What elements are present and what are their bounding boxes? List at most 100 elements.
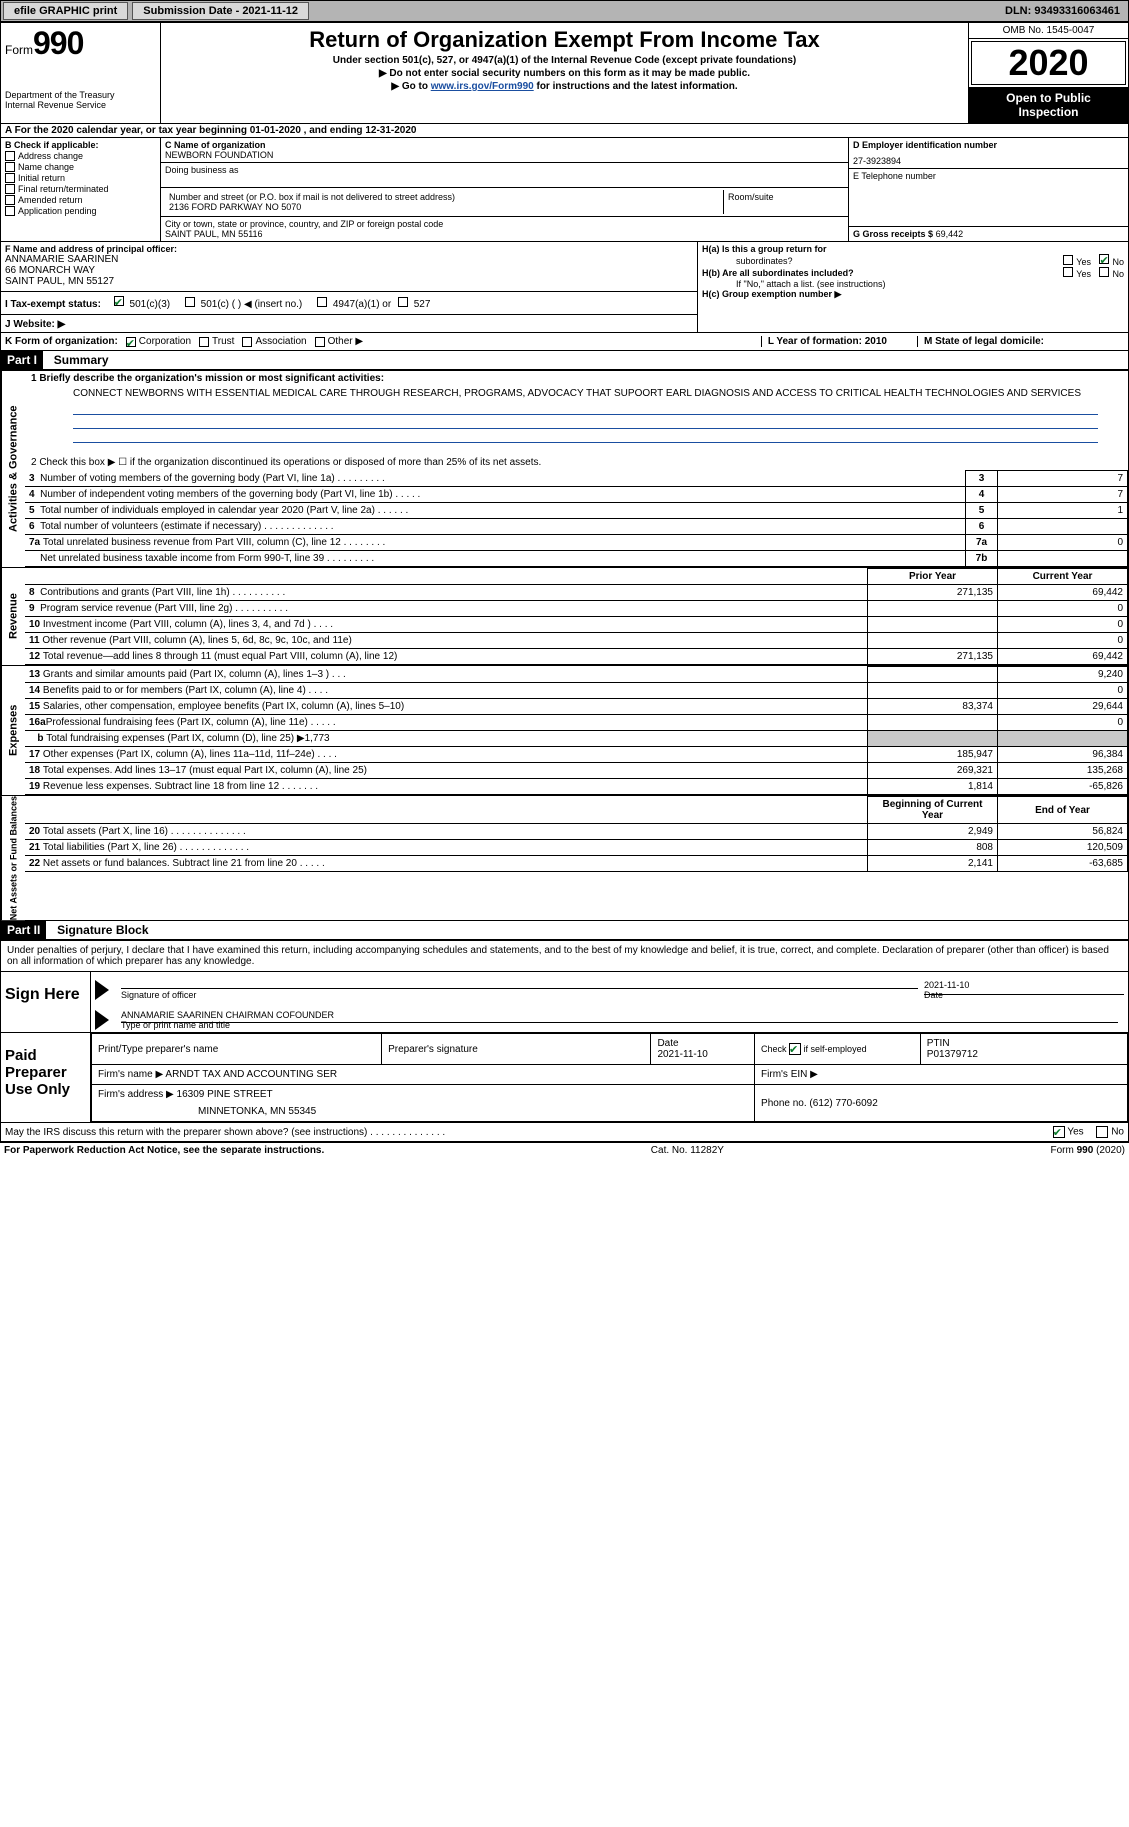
- en16b: b: [37, 733, 43, 744]
- city-label: City or town, state or province, country…: [165, 219, 844, 229]
- tax-year: 2020: [971, 41, 1126, 85]
- exp-row-19: 19 Revenue less expenses. Subtract line …: [25, 779, 1128, 795]
- footer-mid: Cat. No. 11282Y: [651, 1145, 724, 1156]
- officer-group-section: F Name and address of principal officer:…: [0, 242, 1129, 333]
- k-label: K Form of organization:: [5, 336, 118, 347]
- chk-name-change[interactable]: Name change: [5, 162, 156, 172]
- blank-line-3: [73, 431, 1098, 443]
- et19: Revenue less expenses. Subtract line 18 …: [43, 781, 318, 792]
- rpy9: [868, 601, 998, 617]
- dln-display: DLN: 93493316063461: [1005, 5, 1128, 17]
- rev-row-9: 9 Program service revenue (Part VIII, li…: [25, 601, 1128, 617]
- et16b: Total fundraising expenses (Part IX, col…: [46, 733, 329, 744]
- preparer-table: Print/Type preparer's name Preparer's si…: [91, 1033, 1128, 1122]
- chk-address-change-label: Address change: [18, 151, 83, 161]
- revenue-table: Prior YearCurrent Year 8 Contributions a…: [25, 568, 1128, 665]
- gov-row-3: 3 Number of voting members of the govern…: [25, 471, 1128, 487]
- form-subtitle-1: Under section 501(c), 527, or 4947(a)(1)…: [167, 55, 962, 66]
- firm-name-label: Firm's name ▶: [98, 1069, 163, 1080]
- ncy20: 56,824: [998, 824, 1128, 840]
- ecy16a: 0: [998, 715, 1128, 731]
- et14: Benefits paid to or for members (Part IX…: [43, 685, 328, 696]
- blank-line-1: [73, 403, 1098, 415]
- phone-value-prep: (612) 770-6092: [809, 1098, 877, 1109]
- officer-label: F Name and address of principal officer:: [5, 244, 693, 254]
- irs-discuss-line: May the IRS discuss this return with the…: [0, 1123, 1129, 1142]
- chk-address-change[interactable]: Address change: [5, 151, 156, 161]
- form-title: Return of Organization Exempt From Incom…: [167, 27, 962, 53]
- top-toolbar: efile GRAPHIC print Submission Date - 20…: [0, 0, 1129, 22]
- exp-row-18: 18 Total expenses. Add lines 13–17 (must…: [25, 763, 1128, 779]
- rcy11: 0: [998, 633, 1128, 649]
- et18: Total expenses. Add lines 13–17 (must eq…: [43, 765, 367, 776]
- n4: 4: [29, 489, 35, 500]
- org-name: NEWBORN FOUNDATION: [165, 150, 844, 160]
- epy18: 269,321: [868, 763, 998, 779]
- dba-label: Doing business as: [165, 165, 844, 175]
- rcy9: 0: [998, 601, 1128, 617]
- street-label: Number and street (or P.O. box if mail i…: [169, 192, 719, 202]
- box-b: B Check if applicable: Address change Na…: [1, 138, 161, 241]
- net-assets-block: Net Assets or Fund Balances Beginning of…: [0, 796, 1129, 921]
- net-header-row: Beginning of Current YearEnd of Year: [25, 797, 1128, 824]
- firm-name-value: ARNDT TAX AND ACCOUNTING SER: [165, 1069, 337, 1080]
- hb-label: H(b) Are all subordinates included?: [702, 268, 854, 278]
- form-number: 990: [33, 25, 83, 61]
- ein-value: 27-3923894: [853, 156, 1124, 166]
- chk-amended[interactable]: Amended return: [5, 195, 156, 205]
- eoy-hdr: End of Year: [998, 797, 1128, 824]
- rn9: 9: [29, 603, 35, 614]
- open-line2: Inspection: [971, 105, 1126, 119]
- nt20: Total assets (Part X, line 16) . . . . .…: [43, 826, 246, 837]
- ecy14: 0: [998, 683, 1128, 699]
- chk-name-change-label: Name change: [18, 162, 74, 172]
- epy13: [868, 667, 998, 683]
- chk-final-return[interactable]: Final return/terminated: [5, 184, 156, 194]
- part-ii-badge: Part II: [1, 921, 46, 939]
- irs-yes-check[interactable]: [1053, 1126, 1065, 1138]
- gov-row-7a: 7a Total unrelated business revenue from…: [25, 535, 1128, 551]
- gross-receipts-cell: G Gross receipts $ 69,442: [849, 227, 1128, 241]
- chk-app-pending[interactable]: Application pending: [5, 206, 156, 216]
- form-label: Form: [5, 43, 33, 57]
- prep-date-val: 2021-11-10: [657, 1049, 707, 1060]
- submission-date-button[interactable]: Submission Date - 2021-11-12: [132, 2, 309, 20]
- officer-sig-label: Signature of officer: [121, 990, 196, 1000]
- t7a: Total unrelated business revenue from Pa…: [43, 537, 385, 548]
- gross-value: 69,442: [936, 229, 964, 239]
- t7b: Net unrelated business taxable income fr…: [40, 553, 374, 564]
- entity-info-section: B Check if applicable: Address change Na…: [0, 138, 1129, 242]
- net-assets-tab: Net Assets or Fund Balances: [1, 796, 25, 920]
- form-header: Form990 Department of the Treasury Inter…: [0, 22, 1129, 124]
- v6: [998, 519, 1128, 535]
- n5: 5: [29, 505, 35, 516]
- street-cell: Number and street (or P.O. box if mail i…: [165, 190, 724, 214]
- rn10: 10: [29, 619, 40, 630]
- expenses-table: 13 Grants and similar amounts paid (Part…: [25, 666, 1128, 795]
- sign-here-label: Sign Here: [1, 972, 91, 1032]
- officer-addr1: 66 MONARCH WAY: [5, 265, 693, 276]
- omb-number: OMB No. 1545-0047: [969, 23, 1128, 39]
- efile-print-button[interactable]: efile GRAPHIC print: [3, 2, 128, 20]
- triangle-icon: [95, 980, 109, 1000]
- paid-preparer-block: Paid Preparer Use Only Print/Type prepar…: [0, 1033, 1129, 1123]
- phone-label-prep: Phone no.: [761, 1098, 807, 1109]
- form-subtitle-2: ▶ Do not enter social security numbers o…: [167, 68, 962, 79]
- en19: 19: [29, 781, 40, 792]
- governance-content: 1 Briefly describe the organization's mi…: [25, 371, 1128, 567]
- ecy19: -65,826: [998, 779, 1128, 795]
- rt12: Total revenue—add lines 8 through 11 (mu…: [43, 651, 397, 662]
- net-row-22: 22 Net assets or fund balances. Subtract…: [25, 856, 1128, 872]
- k-trust: Trust: [212, 336, 234, 347]
- prep-row-1: Print/Type preparer's name Preparer's si…: [92, 1034, 1128, 1065]
- part-i-subtitle: Summary: [46, 353, 109, 367]
- rt8: Contributions and grants (Part VIII, lin…: [40, 587, 285, 598]
- rn8: 8: [29, 587, 35, 598]
- irs-link[interactable]: www.irs.gov/Form990: [431, 81, 534, 92]
- n7a: 7a: [29, 537, 40, 548]
- chk-initial-return[interactable]: Initial return: [5, 173, 156, 183]
- ecy13: 9,240: [998, 667, 1128, 683]
- opt-501c3: 501(c)(3): [130, 299, 171, 310]
- irs-discuss-text: May the IRS discuss this return with the…: [5, 1127, 445, 1138]
- irs-no-check[interactable]: [1096, 1126, 1108, 1138]
